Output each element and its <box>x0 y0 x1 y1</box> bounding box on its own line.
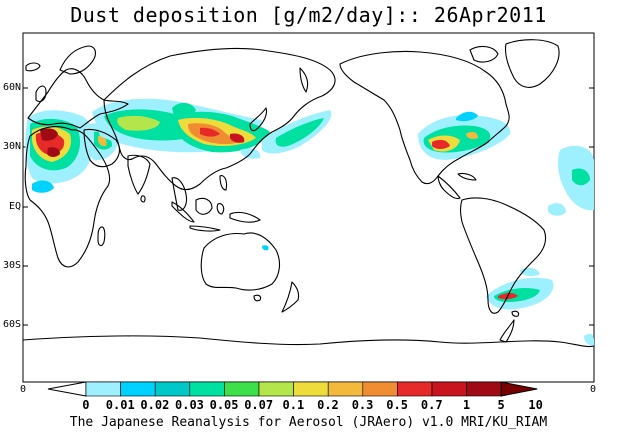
lat-label-eq: EQ <box>8 201 21 212</box>
coastline-india <box>127 154 151 195</box>
coastline-cuba <box>457 172 477 181</box>
colorbar-tick-label: 0.02 <box>140 398 170 412</box>
coastline-central-america <box>437 175 461 200</box>
colorbar-tick-label: 0.2 <box>317 398 339 412</box>
coastline-tasmania <box>253 294 262 302</box>
colorbar-cell <box>120 381 156 397</box>
coastline-greenland <box>504 39 560 88</box>
colorbar-cell <box>224 381 260 397</box>
coastline-australia <box>200 232 281 291</box>
colorbar-cell <box>327 381 364 397</box>
colorbar-cell <box>397 381 433 397</box>
colorbar-triangle-low <box>47 381 87 397</box>
coastline-new-zealand <box>281 281 300 313</box>
map-title: Dust deposition [g/m2/day]:: 26Apr2011 <box>70 3 547 27</box>
dust-field-antarctic-coast <box>262 245 594 346</box>
colorbar-tick-label: 0.1 <box>282 398 305 412</box>
colorbar-cell <box>431 381 467 397</box>
coastline-new-guinea <box>229 211 261 223</box>
coastline-borneo <box>195 197 213 215</box>
coastline-uk <box>35 85 47 103</box>
lon-label-right: 0 <box>590 384 597 395</box>
colorbar-tick-label: 10 <box>528 398 543 412</box>
coastline-baffin <box>469 45 499 63</box>
coastline-java <box>189 225 221 232</box>
coastline-south-america <box>459 197 547 314</box>
colorbar-cell <box>189 381 225 397</box>
coastline-falklands <box>511 310 520 317</box>
coastline-europe <box>27 68 129 129</box>
colorbar-tick-label: 0.03 <box>175 398 204 412</box>
colorbar-tick-label: 1 <box>462 398 471 412</box>
coastline-antarctic-peninsula <box>499 319 515 343</box>
coastline-philippines <box>219 175 228 191</box>
colorbar-cell <box>362 381 398 397</box>
coastline-sulawesi <box>216 203 225 215</box>
coastline-north-america <box>339 50 510 185</box>
colorbar-cell <box>154 381 191 397</box>
colorbar-cell <box>466 381 502 397</box>
coastline-iceland <box>25 62 41 72</box>
colorbar-cell <box>85 381 121 397</box>
dust-field-patagonia <box>486 267 554 310</box>
colorbar-triangle-high <box>500 381 538 397</box>
lat-label-60s: 60S <box>3 319 22 330</box>
coastline-scandinavia <box>59 45 97 75</box>
colorbar-tick-label: 0.07 <box>244 398 274 412</box>
colorbar-cell <box>258 381 294 397</box>
coastlines <box>22 39 595 348</box>
lat-label-60n: 60N <box>3 82 22 93</box>
dust-field-north-america <box>418 111 511 160</box>
colorbar-tick-label: 0.5 <box>386 398 408 412</box>
colorbar-tick-label: 0.3 <box>351 398 374 412</box>
colorbar-tick-label: 5 <box>497 398 505 412</box>
lat-label-30s: 30S <box>3 260 22 271</box>
lon-label-left: 0 <box>20 384 27 395</box>
lat-label-30n: 30N <box>3 141 22 152</box>
credit-text: The Japanese Reanalysis for Aerosol (JRA… <box>69 415 548 430</box>
dust-field-gobi-china <box>170 111 270 153</box>
coastline-africa <box>24 126 111 268</box>
colorbar-tick-label: 0 <box>82 398 90 412</box>
coastline-arabia <box>83 128 121 168</box>
colorbar-tick-label: 0.7 <box>420 398 443 412</box>
coastline-madagascar <box>97 226 106 247</box>
coastline-antarctica <box>22 335 595 348</box>
map-frame <box>22 32 595 383</box>
coastline-indochina <box>171 177 188 211</box>
coastline-sri-lanka <box>140 195 146 203</box>
colorbar-cell <box>293 381 329 397</box>
coastline-asia <box>103 47 336 191</box>
colorbar <box>47 381 538 397</box>
dust-field-atlantic <box>548 145 594 216</box>
coastline-japan <box>249 107 268 132</box>
coastline-kamchatka <box>299 67 309 93</box>
coastline-sumatra <box>171 201 195 223</box>
colorbar-tick-label: 0.01 <box>105 398 135 412</box>
colorbar-tick-label: 0.05 <box>209 398 239 412</box>
